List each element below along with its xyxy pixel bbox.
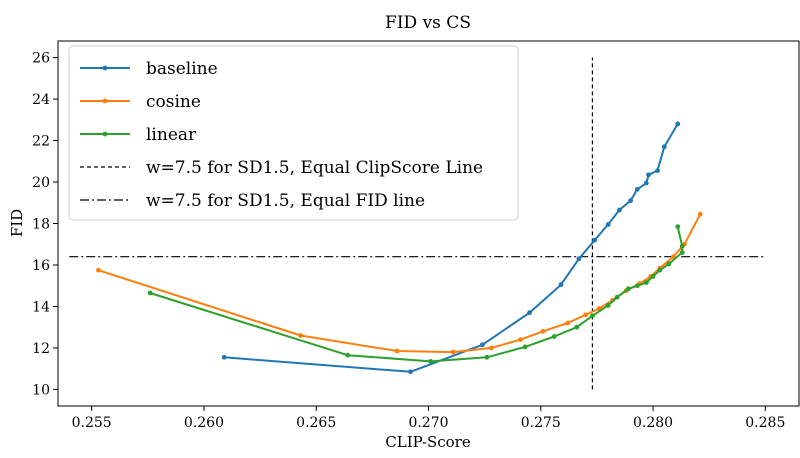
data-point-linear xyxy=(345,352,351,358)
plot-area xyxy=(69,57,766,390)
y-tick-label: 18 xyxy=(32,217,50,233)
series-line-linear xyxy=(149,226,684,363)
data-point-baseline xyxy=(592,237,598,243)
y-tick-label: 12 xyxy=(32,341,50,357)
x-axis: 0.255 0.260 0.265 0.270 0.275 0.280 0.285 xyxy=(72,406,785,431)
data-point-linear xyxy=(428,359,434,364)
data-point-cosine xyxy=(518,337,523,343)
data-point-baseline xyxy=(661,144,667,150)
data-point-cosine xyxy=(583,312,589,318)
x-tick-label: 0.275 xyxy=(521,415,561,431)
data-point-cosine xyxy=(298,333,303,338)
data-point-cosine xyxy=(450,349,456,355)
chart-title: FID vs CS xyxy=(385,13,471,33)
data-point-baseline xyxy=(655,168,660,174)
data-point-linear xyxy=(605,303,611,308)
legend-label-ref-vertical: w=7.5 for SD1.5, Equal ClipScore Line xyxy=(146,158,483,178)
data-point-linear xyxy=(522,344,528,350)
series-line-cosine xyxy=(98,213,702,354)
legend: baseline cosine linear w=7.5 for SD1.5, Equ… xyxy=(68,45,519,221)
data-point-linear xyxy=(679,250,685,255)
legend-marker-linear xyxy=(102,131,108,137)
data-point-baseline xyxy=(558,282,564,288)
data-point-cosine xyxy=(488,345,494,351)
y-tick-label: 24 xyxy=(32,92,50,108)
data-point-baseline xyxy=(643,180,649,186)
legend-label-linear: linear xyxy=(146,125,197,145)
data-point-linear xyxy=(675,224,681,230)
y-axis: 10 12 14 16 18 20 22 24 26 xyxy=(32,51,58,398)
x-tick-label: 0.260 xyxy=(184,415,224,431)
data-point-baseline xyxy=(616,207,622,213)
data-point-linear xyxy=(679,243,685,249)
x-tick-label: 0.265 xyxy=(296,415,336,431)
data-point-cosine xyxy=(96,267,101,273)
data-point-linear xyxy=(574,324,580,330)
data-point-linear xyxy=(590,313,595,319)
y-tick-label: 20 xyxy=(32,175,50,191)
data-point-cosine xyxy=(697,211,703,217)
x-tick-label: 0.285 xyxy=(745,415,785,431)
data-point-linear xyxy=(625,286,631,292)
x-tick-label: 0.255 xyxy=(72,415,112,431)
data-point-linear xyxy=(666,261,672,267)
data-point-baseline xyxy=(221,354,227,360)
y-tick-label: 14 xyxy=(32,299,50,315)
data-point-baseline xyxy=(479,342,485,348)
data-point-baseline xyxy=(408,369,413,375)
data-point-baseline xyxy=(628,198,633,204)
x-tick-label: 0.280 xyxy=(633,415,673,431)
series-line-baseline xyxy=(224,123,679,373)
data-point-linear xyxy=(634,283,640,289)
y-tick-label: 26 xyxy=(32,51,50,67)
legend-box xyxy=(68,45,519,221)
y-axis-label: FID xyxy=(8,209,26,237)
data-point-linear xyxy=(484,354,490,360)
legend-marker-baseline xyxy=(102,65,108,71)
legend-marker-cosine xyxy=(102,98,108,104)
data-point-linear xyxy=(650,273,656,279)
data-point-linear xyxy=(551,334,557,339)
data-point-baseline xyxy=(605,222,611,227)
data-point-linear xyxy=(643,280,649,286)
y-tick-label: 10 xyxy=(32,382,50,398)
x-axis-label: CLIP-Score xyxy=(385,433,471,451)
legend-label-ref-horizontal: w=7.5 for SD1.5, Equal FID line xyxy=(146,191,425,211)
y-tick-label: 16 xyxy=(32,258,50,274)
y-tick-label: 22 xyxy=(32,134,50,150)
data-point-cosine xyxy=(565,320,571,326)
legend-label-baseline: baseline xyxy=(146,59,218,79)
data-point-baseline xyxy=(527,310,532,316)
data-point-baseline xyxy=(675,121,681,127)
data-point-linear xyxy=(147,290,153,296)
x-tick-label: 0.270 xyxy=(408,415,448,431)
data-point-linear xyxy=(657,267,663,273)
data-point-baseline xyxy=(634,186,640,192)
data-point-baseline xyxy=(576,256,582,262)
data-point-linear xyxy=(614,294,620,300)
legend-label-cosine: cosine xyxy=(146,92,201,112)
data-point-cosine xyxy=(540,328,546,334)
data-point-baseline xyxy=(646,172,651,178)
data-point-cosine xyxy=(394,348,400,354)
